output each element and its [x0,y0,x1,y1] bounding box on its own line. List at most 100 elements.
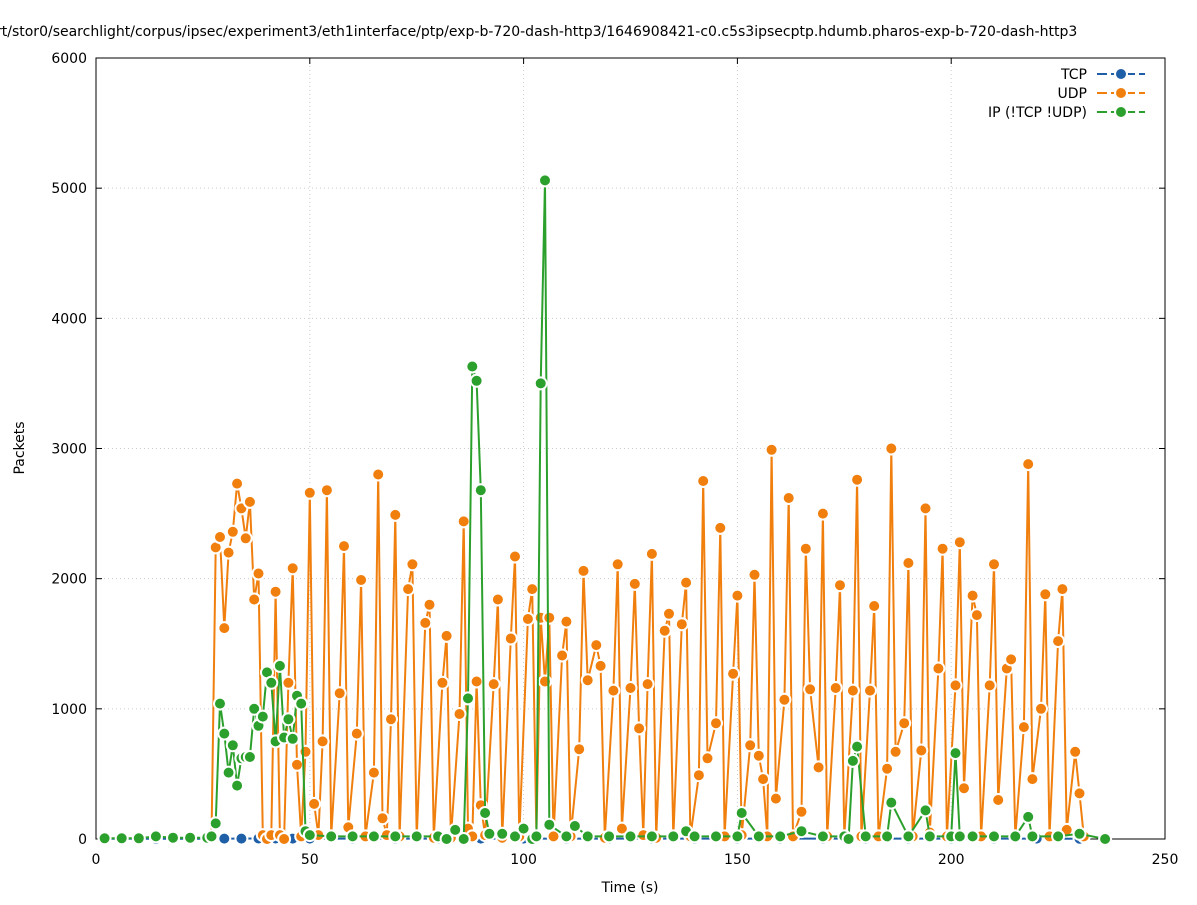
data-point [227,526,239,538]
data-point [920,804,932,816]
data-point [595,660,607,672]
data-point [778,694,790,706]
data-point [847,755,859,767]
y-tick-label: 5000 [51,181,87,197]
data-point [471,676,483,688]
data-point [231,478,243,490]
data-point [368,767,380,779]
data-point [727,668,739,680]
data-point [543,819,555,831]
x-tick-label: 0 [92,852,101,868]
data-point [774,830,786,842]
data-point [749,569,761,581]
data-point [744,739,756,751]
data-point [971,609,983,621]
data-point [505,633,517,645]
data-point [496,828,508,840]
data-point [890,746,902,758]
data-point [535,377,547,389]
data-point [218,622,230,634]
data-point [697,475,709,487]
data-point [462,692,474,704]
data-point [817,830,829,842]
data-point [282,677,294,689]
data-point [736,807,748,819]
data-point [308,798,320,810]
x-tick-label: 50 [301,852,319,868]
data-point [915,745,927,757]
y-tick-label: 4000 [51,311,87,327]
data-point [1009,830,1021,842]
x-tick-label: 250 [1152,852,1179,868]
y-tick-label: 2000 [51,572,87,588]
data-point [702,752,714,764]
data-point [389,830,401,842]
y-tick-label: 1000 [51,702,87,718]
data-point [796,825,808,837]
data-point [530,830,542,842]
data-point [235,833,247,845]
data-point [454,708,466,720]
legend-label: UDP [1058,86,1087,102]
data-point [731,590,743,602]
data-point [667,830,679,842]
data-point [796,806,808,818]
data-point [659,625,671,637]
x-tick-label: 150 [724,852,751,868]
data-point [522,613,534,625]
data-point [646,830,658,842]
data-point [920,502,932,514]
data-point [582,830,594,842]
data-point [868,600,880,612]
data-point [569,820,581,832]
data-point [99,832,111,844]
data-point [274,660,286,672]
data-point [560,616,572,628]
data-point [881,763,893,775]
data-point [1039,588,1051,600]
data-point [278,833,290,845]
data-point [291,759,303,771]
data-point [603,830,615,842]
data-point [325,830,337,842]
data-point [731,830,743,842]
data-point [753,830,765,842]
data-point [984,679,996,691]
series-line [212,449,1084,840]
data-point [607,685,619,697]
data-point [1022,811,1034,823]
data-point [689,830,701,842]
data-point [270,586,282,598]
legend-marker [1115,68,1127,80]
data-point [424,599,436,611]
data-point [710,830,722,842]
legend-marker [1115,87,1127,99]
data-point [680,577,692,589]
data-point [625,682,637,694]
data-point [1052,830,1064,842]
data-point [488,678,500,690]
data-point [402,583,414,595]
data-point [932,663,944,675]
data-point [800,543,812,555]
data-point [590,639,602,651]
data-point [757,773,769,785]
data-point [548,830,560,842]
y-tick-label: 6000 [51,51,87,67]
data-point [184,832,196,844]
data-point [954,536,966,548]
data-point [466,361,478,373]
data-point [612,558,624,570]
series-layer [99,174,1112,845]
data-point [385,713,397,725]
series-line [105,180,1106,839]
data-point [240,532,252,544]
data-point [864,685,876,697]
data-point [902,830,914,842]
data-point [817,508,829,520]
data-point [248,594,260,606]
data-point [766,444,778,456]
data-point [210,817,222,829]
data-point [218,728,230,740]
